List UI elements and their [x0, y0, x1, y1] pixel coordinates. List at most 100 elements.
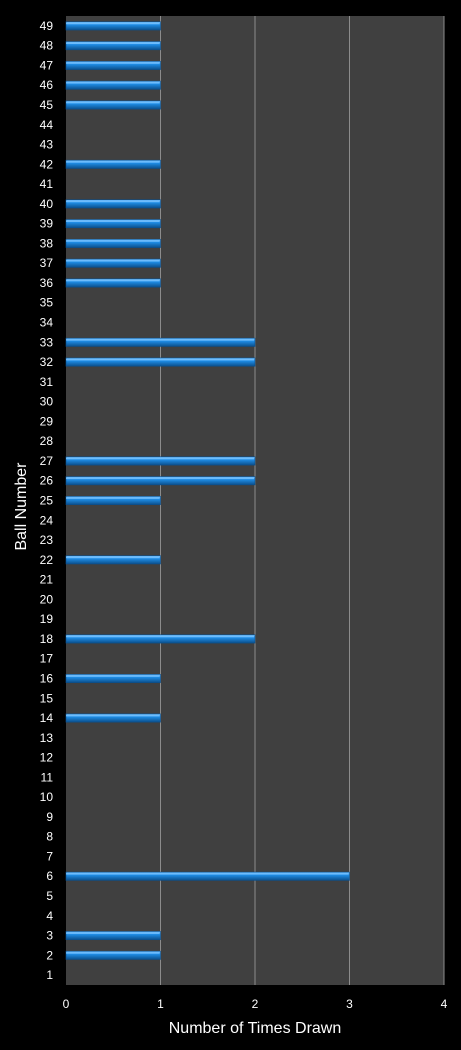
bar-highlight: [66, 675, 160, 677]
x-axis-tick-labels: 0 1 2 3 4: [63, 997, 448, 1011]
x-tick-label: 1: [157, 997, 164, 1011]
bar-highlight: [66, 339, 254, 341]
y-tick-label: 2: [46, 948, 53, 962]
y-tick-label: 24: [40, 513, 54, 527]
bar-highlight: [66, 497, 160, 499]
y-tick-label: 13: [40, 731, 54, 745]
bar-ball-47: [65, 60, 161, 70]
bar-highlight: [66, 42, 160, 45]
bar-highlight: [66, 200, 160, 203]
bars: [65, 21, 350, 960]
y-tick-label: 26: [40, 474, 54, 488]
x-tick-label: 3: [346, 997, 353, 1011]
y-tick-label: 41: [40, 177, 54, 191]
bar-ball-14: [65, 713, 161, 723]
bar-ball-37: [65, 258, 161, 268]
bar-ball-27: [65, 456, 256, 466]
bar-ball-25: [65, 496, 161, 505]
y-tick-label: 36: [40, 276, 54, 290]
bar-highlight: [66, 635, 254, 638]
bar-ball-32: [65, 357, 256, 367]
bar-highlight: [66, 358, 254, 361]
bar-highlight: [66, 240, 160, 242]
bar-ball-2: [65, 950, 161, 960]
y-tick-label: 18: [40, 632, 54, 646]
y-tick-label: 25: [40, 494, 54, 508]
bar-highlight: [66, 952, 160, 954]
y-tick-label: 43: [40, 138, 54, 152]
gridlines: [160, 16, 445, 985]
x-axis-title: Number of Times Drawn: [169, 1020, 342, 1037]
y-tick-label: 21: [40, 573, 54, 587]
y-tick-label: 42: [40, 157, 54, 171]
bar-ball-38: [65, 238, 161, 248]
y-tick-label: 45: [40, 98, 54, 112]
bar-ball-18: [65, 634, 256, 644]
bar-ball-22: [65, 555, 161, 565]
y-tick-label: 14: [40, 711, 54, 725]
y-tick-label: 28: [40, 434, 54, 448]
bar-ball-3: [65, 931, 161, 941]
bar-ball-49: [65, 21, 161, 31]
y-tick-label: 38: [40, 236, 54, 250]
y-tick-label: 17: [40, 652, 54, 666]
y-tick-label: 6: [46, 869, 53, 883]
y-tick-label: 5: [46, 889, 53, 903]
bar-ball-26: [65, 476, 256, 486]
y-tick-label: 15: [40, 691, 54, 705]
y-tick-label: 4: [46, 909, 53, 923]
y-tick-label: 12: [40, 751, 54, 765]
y-tick-label: 40: [40, 197, 54, 211]
y-tick-label: 46: [40, 78, 54, 92]
y-tick-label: 3: [46, 929, 53, 943]
y-tick-label: 49: [40, 19, 54, 33]
y-tick-label: 39: [40, 217, 54, 231]
y-tick-label: 9: [46, 810, 53, 824]
x-tick-label: 2: [252, 997, 259, 1011]
y-tick-label: 29: [40, 414, 54, 428]
bar-ball-33: [65, 337, 256, 347]
x-tick-label: 4: [441, 997, 448, 1011]
bar-ball-46: [65, 80, 161, 90]
bar-ball-39: [65, 219, 161, 229]
bar-ball-48: [65, 41, 161, 51]
y-tick-label: 37: [40, 256, 54, 270]
y-tick-label: 10: [40, 790, 54, 804]
y-tick-label: 31: [40, 375, 54, 389]
y-axis-tick-labels: 1234567891011121314151617181920212223242…: [40, 19, 54, 982]
y-axis-title: Ball Number: [13, 462, 30, 551]
y-tick-label: 22: [40, 553, 54, 567]
bar-highlight: [66, 932, 160, 934]
bar-ball-16: [65, 674, 161, 683]
bar-highlight: [66, 556, 160, 559]
bar-highlight: [66, 260, 160, 262]
y-tick-label: 35: [40, 296, 54, 310]
bar-highlight: [66, 457, 254, 460]
y-tick-label: 8: [46, 830, 53, 844]
bar-ball-40: [65, 199, 161, 209]
y-tick-label: 47: [40, 58, 54, 72]
y-tick-label: 30: [40, 395, 54, 409]
x-tick-label: 0: [63, 997, 70, 1011]
bar-highlight: [66, 161, 160, 163]
y-tick-label: 20: [40, 592, 54, 606]
y-tick-label: 1: [46, 968, 53, 982]
bar-highlight: [66, 22, 160, 25]
y-tick-label: 44: [40, 118, 54, 132]
bar-ball-6: [65, 871, 350, 881]
y-tick-label: 23: [40, 533, 54, 547]
bar-highlight: [66, 477, 254, 480]
y-tick-label: 33: [40, 335, 54, 349]
bar-highlight: [66, 62, 160, 64]
y-tick-label: 16: [40, 671, 54, 685]
bar-ball-36: [65, 278, 161, 288]
y-tick-label: 7: [46, 849, 53, 863]
bar-highlight: [66, 873, 349, 875]
y-tick-label: 11: [41, 770, 54, 784]
y-tick-label: 48: [40, 39, 54, 53]
bar-ball-45: [65, 100, 161, 110]
y-tick-label: 19: [40, 612, 54, 626]
y-tick-label: 32: [40, 355, 54, 369]
